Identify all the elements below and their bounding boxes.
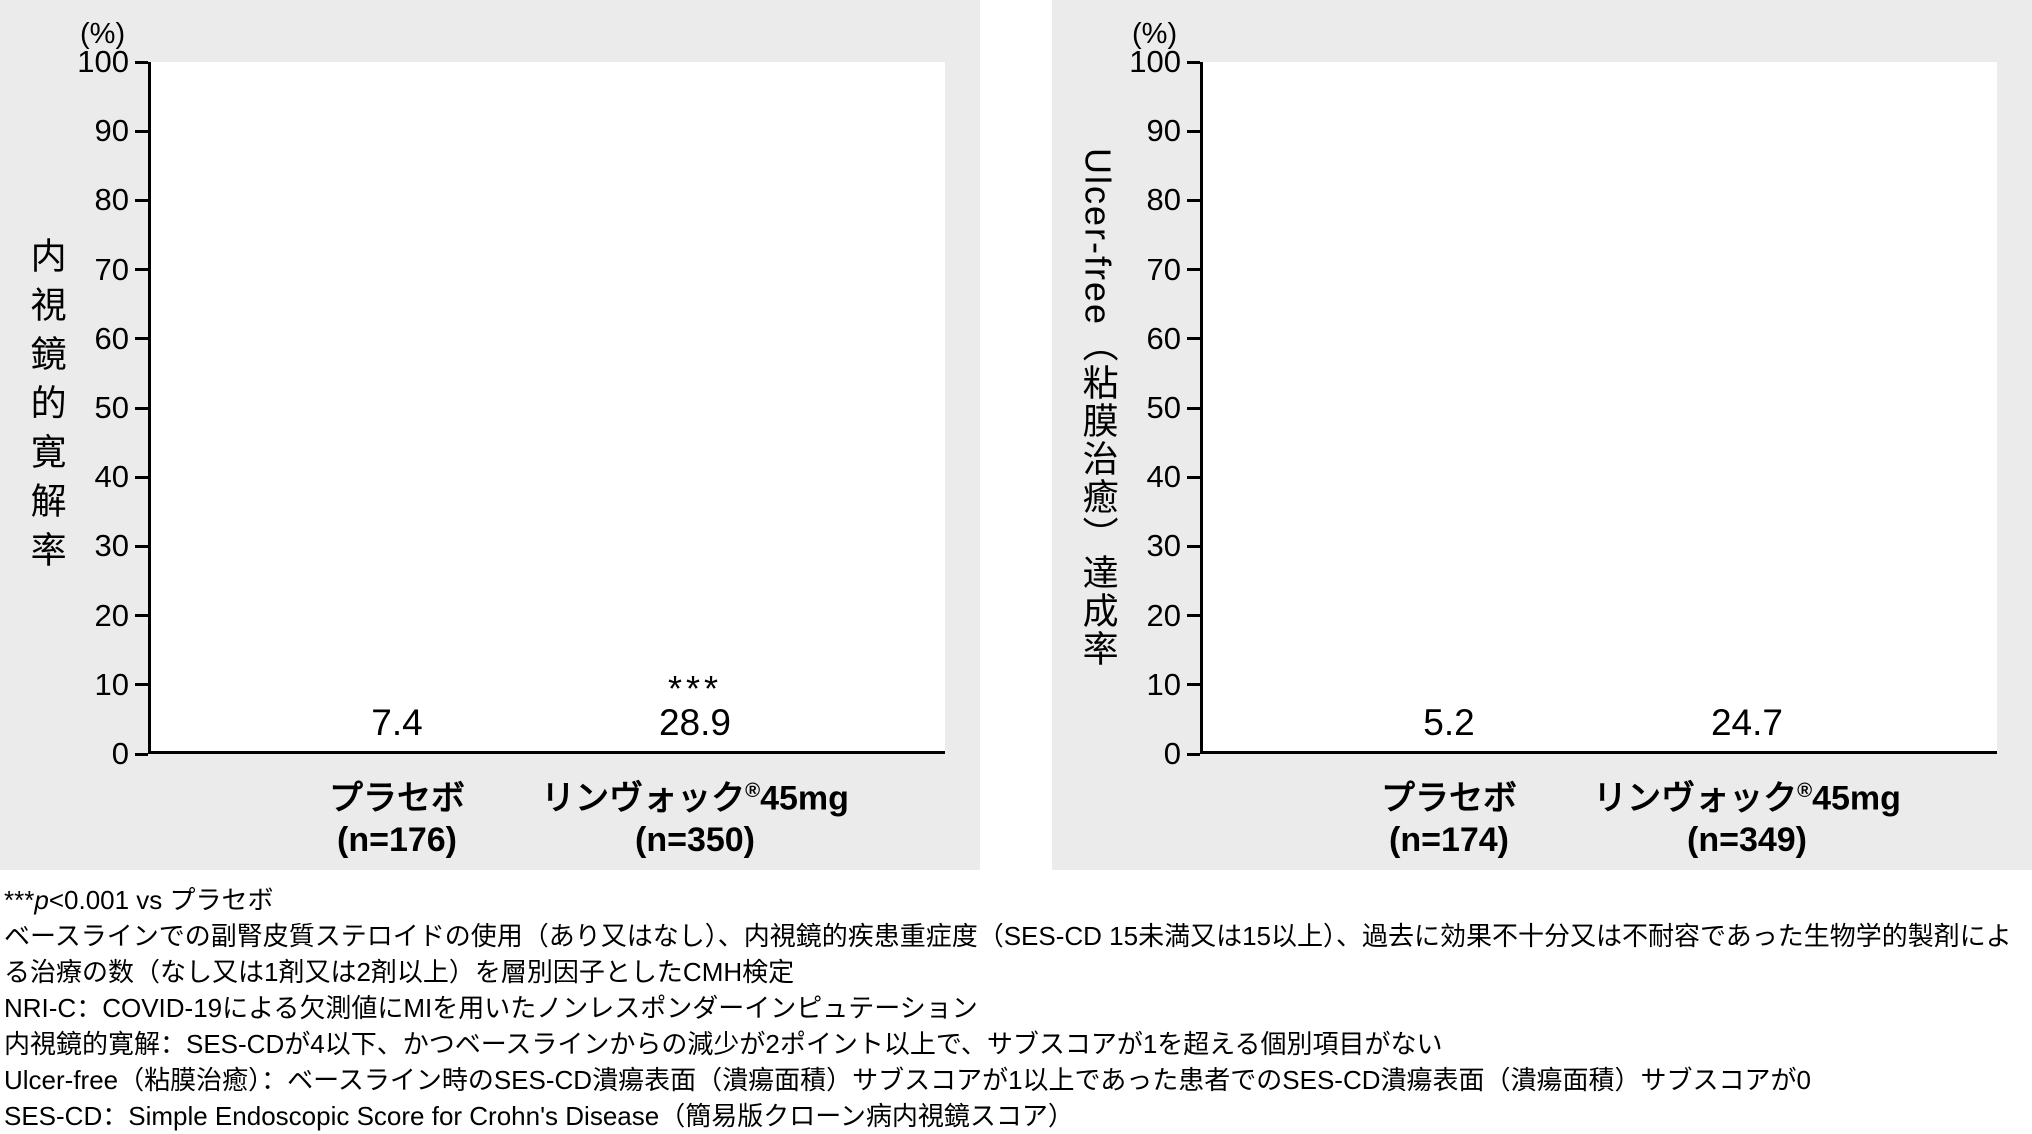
footnote-p-rest: <0.001 vs プラセボ [48,885,274,915]
y-tick-label: 40 [1146,459,1181,495]
y-tick-label: 100 [77,44,129,79]
y-tick-label: 30 [1146,528,1181,564]
y-tick: 100 [1129,44,1200,79]
category-text: リンヴォック [1593,779,1798,818]
x-category-name: プラセボ [329,770,465,819]
y-axis: 100 90 80 70 60 50 40 30 20 10 0 [0,44,148,771]
significance-marker: *** [667,668,723,709]
y-tick: 20 [95,598,148,633]
chart-panel-endoscopic-remission: (%) 内視鏡的寛解率 100 90 80 70 60 50 40 30 20 10 0 7.4 *… [0,0,980,870]
x-category-rinvoq: リンヴォック®45mg (n=349) [1593,770,1901,861]
y-axis: 100 90 80 70 60 50 40 30 20 10 0 [1052,44,1200,771]
x-category-n: (n=176) [337,821,457,860]
y-axis-title: 内視鏡的寛解率 [25,236,67,580]
footnote: ベースラインでの副腎皮質ステロイドの使用（あり又はなし）、内視鏡的疾患重症度（S… [4,921,2012,987]
y-tick: 0 [1164,736,1200,771]
y-tick-label: 20 [1146,597,1181,633]
y-tick: 60 [1147,321,1200,356]
footnote: 内視鏡的寛解：SES-CDが4以下、かつベースラインからの減少が2ポイント以上で… [4,1029,1443,1059]
footnote-p-symbol: p [34,885,49,915]
y-tick-label: 80 [94,182,129,218]
x-category-placebo: プラセボ (n=176) [329,770,465,861]
x-category-name: プラセボ [1381,770,1517,819]
y-axis-title-box: Ulcer-free（粘膜治癒）達成率 [1077,62,1119,754]
y-tick-label: 80 [1146,182,1181,218]
y-axis-unit: (%) [1132,18,1178,50]
x-category-n: (n=349) [1686,821,1807,860]
x-category-placebo: プラセボ (n=174) [1381,770,1517,861]
bar-value-label: 24.7 [1710,702,1783,743]
bar-group-rinvoq: *** 28.9 [605,668,785,751]
chart-panel-ulcer-free: (%) Ulcer-free（粘膜治癒）達成率 100 90 80 70 60 50 40 3… [1052,0,2032,870]
y-tick-label: 70 [94,251,129,287]
category-text: リンヴォック [541,779,746,818]
y-tick-label: 10 [94,666,129,702]
y-tick-label: 0 [1163,736,1181,771]
footnote: Ulcer-free（粘膜治癒）：ベースライン時のSES-CD潰瘍表面（潰瘍面積… [4,1065,1811,1095]
category-dose: 45mg [760,779,849,818]
footnote: SES-CD：Simple Endoscopic Score for Crohn… [4,1101,1074,1131]
bar-group-rinvoq: 24.7 [1657,675,1837,751]
y-tick-label: 30 [94,528,129,564]
footnotes: ***p<0.001 vs プラセボ ベースラインでの副腎皮質ステロイドの使用（… [0,870,2032,1134]
plot-area: 5.2 24.7 [1200,62,1997,754]
footnote-significance: ***p<0.001 vs プラセボ [4,882,2026,918]
y-axis-title: Ulcer-free（粘膜治癒）達成率 [1077,147,1119,669]
y-tick: 0 [112,736,148,771]
y-axis-unit: (%) [80,18,126,50]
y-tick-label: 70 [1146,251,1181,287]
y-tick: 60 [95,321,148,356]
x-category-rinvoq: リンヴォック®45mg (n=350) [541,770,849,861]
y-tick-label: 60 [1146,320,1181,356]
y-tick: 100 [77,44,148,79]
charts-row: (%) 内視鏡的寛解率 100 90 80 70 60 50 40 30 20 10 0 7.4 *… [0,0,2032,870]
y-tick: 50 [95,390,148,425]
registered-mark: ® [745,780,761,802]
y-tick: 80 [1147,182,1200,217]
category-dose: 45mg [1812,779,1901,818]
y-tick: 80 [95,182,148,217]
x-category-name: リンヴォック®45mg [1593,770,1901,819]
y-axis-title-box: 内視鏡的寛解率 [25,62,67,754]
bar-value-label: 5.2 [1423,702,1475,743]
y-tick-label: 40 [94,459,129,495]
x-category-name: リンヴォック®45mg [541,770,849,819]
y-tick: 30 [1147,528,1200,563]
y-tick: 10 [1147,667,1200,702]
bar-value-label: 7.4 [371,702,423,743]
y-tick: 40 [95,459,148,494]
y-tick: 70 [1147,252,1200,287]
y-tick-label: 90 [94,113,129,149]
bar-value-label: 28.9 [658,702,731,743]
y-tick: 40 [1147,459,1200,494]
y-tick: 90 [1147,113,1200,148]
x-category-n: (n=350) [634,821,755,860]
y-tick-label: 0 [111,736,129,771]
bar-group-placebo: 5.2 [1359,675,1539,751]
plot-area: 7.4 *** 28.9 [148,62,945,754]
y-tick: 10 [95,667,148,702]
registered-mark: ® [1797,780,1813,802]
category-text: プラセボ [1381,779,1517,818]
bar-group-placebo: 7.4 [307,675,487,751]
y-tick: 70 [95,252,148,287]
y-tick-label: 20 [94,597,129,633]
y-tick-label: 60 [94,320,129,356]
y-tick-label: 100 [1129,44,1181,79]
x-category-n: (n=174) [1389,821,1509,860]
y-tick-label: 10 [1146,666,1181,702]
y-tick-label: 90 [1146,113,1181,149]
y-tick-label: 50 [1146,390,1181,425]
y-tick: 30 [95,528,148,563]
y-tick: 90 [95,113,148,148]
y-tick: 50 [1147,390,1200,425]
category-text: プラセボ [329,779,465,818]
y-tick-label: 50 [94,390,129,425]
footnote: NRI-C：COVID-19による欠測値にMIを用いたノンレスポンダーインピュテ… [4,993,978,1023]
y-tick: 20 [1147,598,1200,633]
footnote-stars: *** [4,885,35,915]
